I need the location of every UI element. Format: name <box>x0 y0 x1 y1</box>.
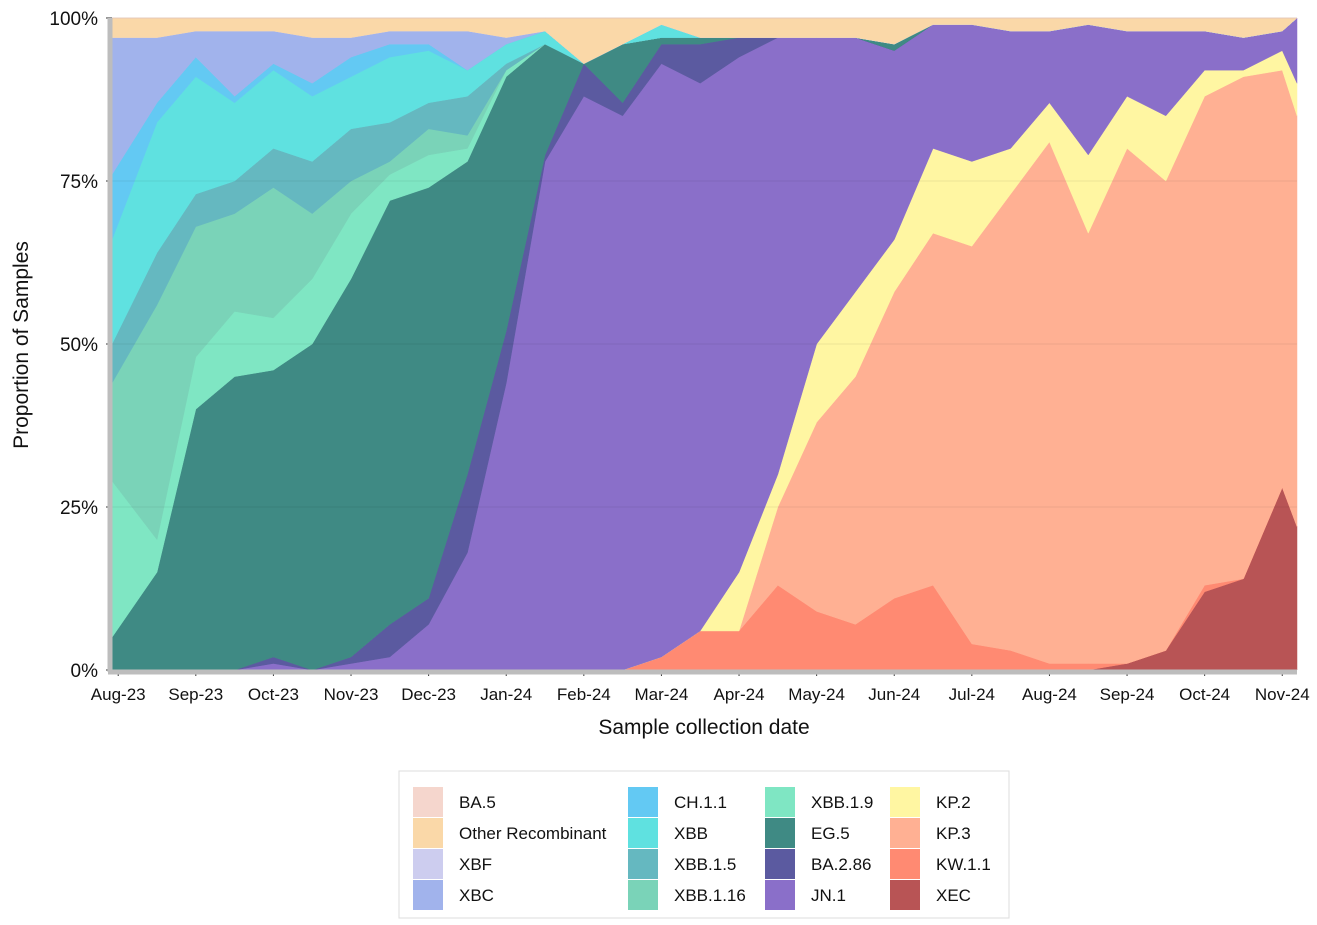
x-tick-label: Jul-24 <box>949 685 995 704</box>
legend-swatch <box>413 787 443 817</box>
y-axis-title: Proportion of Samples <box>10 241 33 449</box>
x-tick-label: Oct-23 <box>248 685 299 704</box>
x-tick-label: Jun-24 <box>868 685 920 704</box>
x-tick-label: Feb-24 <box>557 685 611 704</box>
x-tick-label: May-24 <box>788 685 845 704</box>
legend-swatch <box>765 880 795 910</box>
legend-swatch <box>413 818 443 848</box>
legend-swatch <box>628 880 658 910</box>
legend-swatch <box>890 849 920 879</box>
legend-label: Other Recombinant <box>459 824 607 843</box>
legend-label: CH.1.1 <box>674 793 727 812</box>
legend-label: XEC <box>936 886 971 905</box>
x-tick-label: Sep-24 <box>1100 685 1155 704</box>
x-tick-label: Aug-24 <box>1022 685 1077 704</box>
x-tick-label: Apr-24 <box>714 685 765 704</box>
legend-swatch <box>890 880 920 910</box>
legend-swatch <box>628 849 658 879</box>
x-axis-title: Sample collection date <box>598 716 809 739</box>
y-tick-label: 100% <box>49 9 98 30</box>
plot-area <box>111 17 1298 671</box>
y-tick-label: 0% <box>71 661 99 682</box>
x-tick-label: Nov-23 <box>324 685 379 704</box>
legend-label: XBC <box>459 886 494 905</box>
legend-swatch <box>890 787 920 817</box>
legend-swatch <box>765 818 795 848</box>
legend-label: KP.2 <box>936 793 971 812</box>
x-tick-label: Mar-24 <box>635 685 689 704</box>
legend-swatch <box>413 849 443 879</box>
legend-label: BA.5 <box>459 793 496 812</box>
axes: 0% 25% 50% 75% 100% Aug-23 Sep-23 Oct-23 Nov-23 D… <box>49 9 1309 704</box>
x-tick-label: Jan-24 <box>480 685 532 704</box>
x-tick-label: Dec-23 <box>401 685 456 704</box>
legend-label: KW.1.1 <box>936 855 991 874</box>
x-tick-label: Nov-24 <box>1255 685 1310 704</box>
legend-label: BA.2.86 <box>811 855 872 874</box>
legend-label: XBB.1.16 <box>674 886 746 905</box>
legend-swatch <box>765 787 795 817</box>
x-tick-label: Aug-23 <box>91 685 146 704</box>
legend-swatch <box>413 880 443 910</box>
legend-swatch <box>765 849 795 879</box>
y-tick-label: 50% <box>60 335 98 356</box>
legend-label: KP.3 <box>936 824 971 843</box>
legend-label: XBB <box>674 824 708 843</box>
legend-label: XBF <box>459 855 492 874</box>
legend-swatch <box>628 818 658 848</box>
legend-swatch <box>628 787 658 817</box>
legend-label: EG.5 <box>811 824 850 843</box>
legend-label: JN.1 <box>811 886 846 905</box>
legend: BA.5 Other Recombinant XBF XBC CH.1.1 XBB XBB.… <box>413 787 991 910</box>
x-tick-label: Sep-23 <box>168 685 223 704</box>
legend-label: XBB.1.9 <box>811 793 873 812</box>
y-tick-label: 75% <box>60 172 98 193</box>
legend-label: XBB.1.5 <box>674 855 736 874</box>
y-tick-label: 25% <box>60 498 98 519</box>
legend-swatch <box>890 818 920 848</box>
x-tick-label: Oct-24 <box>1179 685 1230 704</box>
